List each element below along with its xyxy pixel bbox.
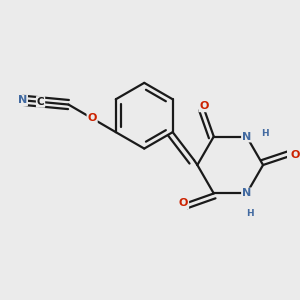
- Text: C: C: [37, 97, 44, 107]
- Text: H: H: [261, 129, 268, 138]
- Text: O: O: [87, 113, 97, 123]
- Text: N: N: [242, 131, 251, 142]
- Text: N: N: [18, 95, 27, 105]
- Text: H: H: [246, 209, 254, 218]
- Text: N: N: [242, 188, 251, 199]
- Text: O: O: [179, 198, 188, 208]
- Text: O: O: [291, 150, 300, 160]
- Text: O: O: [199, 101, 208, 111]
